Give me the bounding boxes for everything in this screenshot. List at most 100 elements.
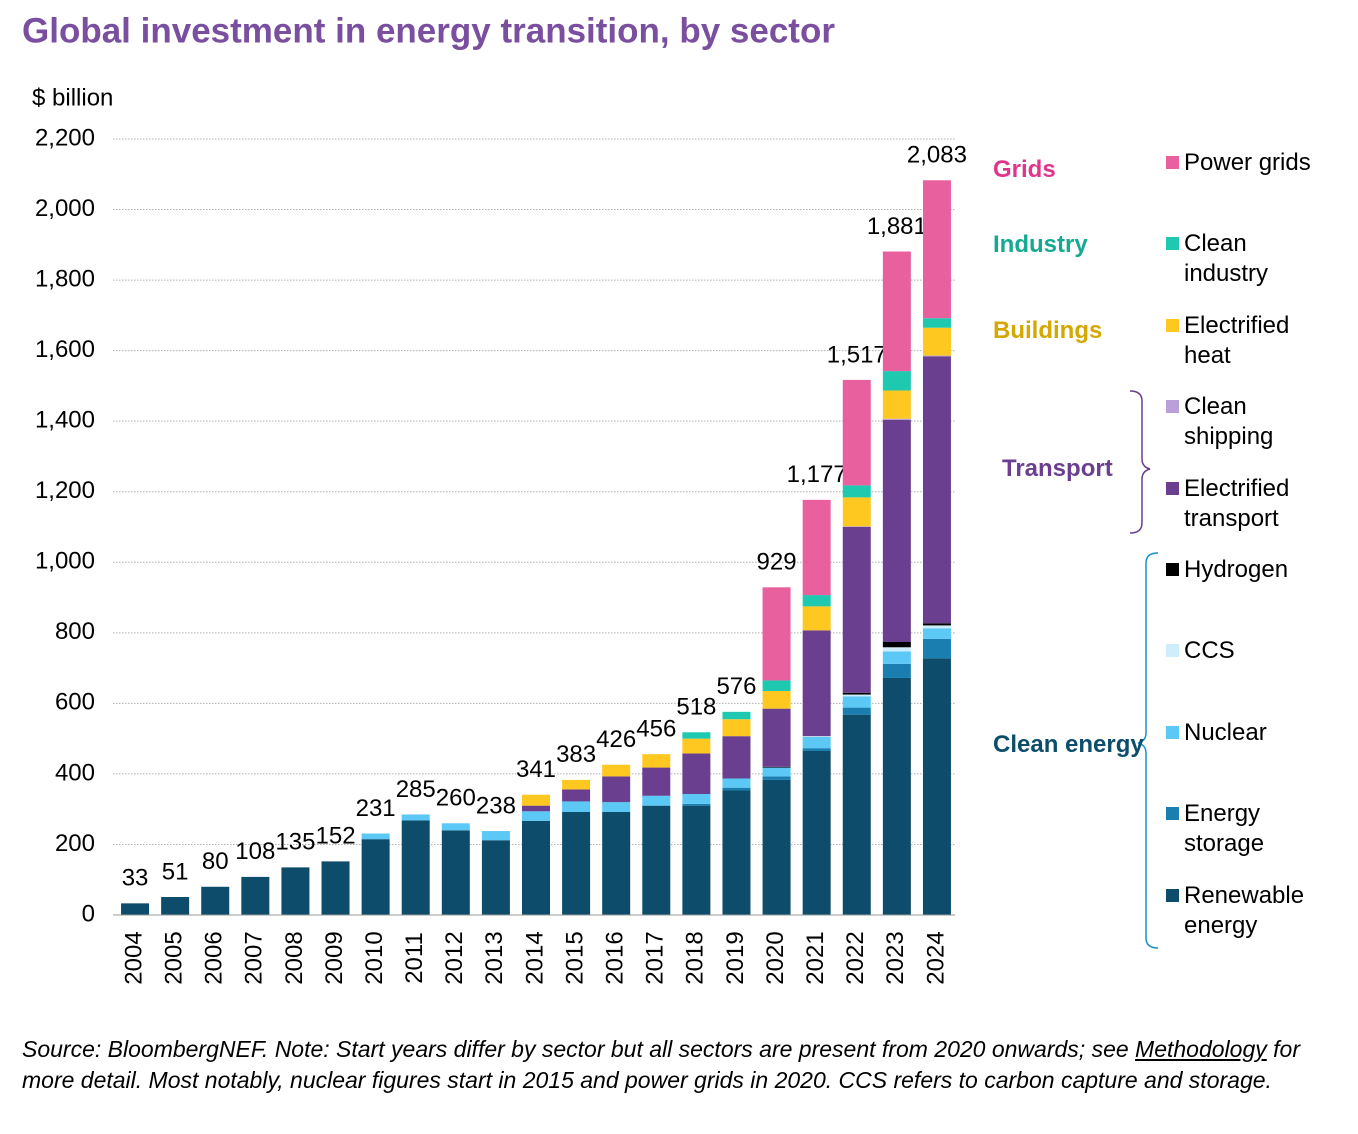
bar-segment: [802, 750, 831, 915]
total-label: 33: [122, 865, 149, 892]
bar-segment: [722, 790, 751, 915]
x-tick-label: 2006: [201, 931, 228, 984]
bar-segment: [401, 814, 430, 821]
bar-segment: [682, 753, 711, 795]
total-label: 2,083: [907, 142, 967, 169]
legend-swatch: [1166, 237, 1179, 251]
bar-segment: [682, 738, 711, 754]
legend-group: Buildings: [993, 317, 1103, 344]
x-tick-label: 2012: [441, 931, 468, 984]
bar-segment: [762, 766, 791, 768]
total-label: 51: [162, 858, 189, 885]
total-label: 135: [275, 829, 315, 856]
bar-segment: [722, 711, 751, 720]
bar-segment: [682, 794, 711, 804]
x-tick-label: 2020: [762, 931, 789, 984]
total-label: 285: [396, 776, 436, 803]
clean-energy-bracket: [1137, 552, 1159, 949]
legend-swatch: [1166, 644, 1179, 658]
y-tick-label: 1,200: [35, 477, 95, 504]
legend-label: Hydrogen: [1184, 556, 1289, 583]
bar-segment: [842, 714, 871, 915]
footnote-text: Source: BloombergNEF. Note: Start years …: [22, 1036, 1129, 1062]
bar-segment: [522, 811, 550, 821]
bar-segment: [722, 787, 751, 791]
bar-segment: [842, 707, 871, 715]
total-label: 456: [636, 716, 676, 743]
bar-segment: [882, 371, 911, 391]
bar-segment: [922, 628, 951, 639]
x-tick-label: 2015: [561, 931, 588, 984]
bar-segment: [161, 897, 190, 915]
bar-segment: [842, 526, 871, 527]
bar-segment: [882, 641, 911, 648]
total-label: 80: [202, 848, 229, 875]
legend-label: Power grids: [1184, 149, 1311, 176]
x-tick-label: 2013: [481, 931, 508, 984]
y-tick-label: 800: [55, 618, 95, 645]
legend-swatch: [1166, 725, 1179, 739]
bar-segment: [441, 823, 470, 831]
bar-segment: [562, 801, 591, 813]
bar-segment: [481, 840, 510, 915]
bar-segment: [922, 638, 951, 659]
bar-segment: [922, 623, 951, 626]
bar-segment: [642, 805, 671, 915]
total-label: 1,517: [827, 341, 887, 368]
total-label: 576: [716, 673, 756, 700]
y-tick-label: 1,400: [35, 407, 95, 434]
legend-item: Hydrogen: [1166, 555, 1326, 585]
legend-label: Nuclear: [1184, 718, 1267, 746]
legend-swatch: [1166, 563, 1179, 576]
x-tick-label: 2007: [241, 931, 268, 984]
bar-segment: [802, 736, 831, 749]
bar-segment: [842, 497, 871, 527]
bar-segment: [481, 831, 510, 841]
legend-item: Renewable energy: [1166, 881, 1326, 941]
bar-segment: [882, 651, 911, 664]
bar-segment: [762, 776, 791, 780]
total-label: 238: [476, 792, 516, 819]
bar-segment: [281, 867, 310, 915]
bar-segment: [722, 778, 751, 788]
y-tick-label: 200: [55, 830, 95, 857]
total-label: 341: [516, 756, 556, 783]
total-label: 108: [235, 838, 275, 865]
y-tick-label: 0: [82, 900, 95, 927]
legend-item: Energy storage: [1166, 799, 1326, 859]
legend-item: Electrified transport: [1166, 474, 1326, 534]
bar-segment: [762, 587, 791, 681]
bar-segment: [762, 708, 791, 767]
total-label: 1,177: [787, 461, 847, 488]
bar-segment: [802, 748, 831, 751]
bar-segment: [802, 630, 831, 737]
legend-label: Electrified transport: [1184, 474, 1290, 532]
total-label: 426: [596, 726, 636, 753]
bar-segment: [882, 663, 911, 678]
legend-swatch: [1166, 481, 1179, 495]
bar-segment: [201, 886, 230, 915]
bar-segment: [361, 839, 390, 915]
x-tick-label: 2016: [602, 931, 629, 984]
legend-item: Electrified heat: [1166, 311, 1326, 371]
bar-segment: [602, 802, 631, 813]
bar-segment: [121, 903, 150, 915]
bar-segment: [882, 418, 911, 420]
bar-segment: [562, 812, 591, 915]
legend-label: CCS: [1184, 637, 1235, 665]
bar-segment: [762, 767, 791, 777]
y-tick-label: 400: [55, 759, 95, 786]
bar-segment: [522, 805, 550, 812]
legend-label: Clean industry: [1184, 230, 1269, 288]
footnote-link[interactable]: Methodology: [1135, 1036, 1267, 1062]
bar-segment: [522, 820, 550, 915]
footnote-text: for more detail. Most notably, nuclear f…: [22, 1036, 1300, 1093]
bar-segment: [922, 327, 951, 356]
bar-segment: [922, 355, 951, 357]
footnote: Source: BloombergNEF. Note: Start years …: [22, 1034, 1332, 1096]
bar-segment: [922, 625, 951, 629]
bar-segment: [682, 732, 711, 739]
bar-segment: [682, 805, 711, 915]
y-tick-label: 2,000: [35, 195, 95, 222]
